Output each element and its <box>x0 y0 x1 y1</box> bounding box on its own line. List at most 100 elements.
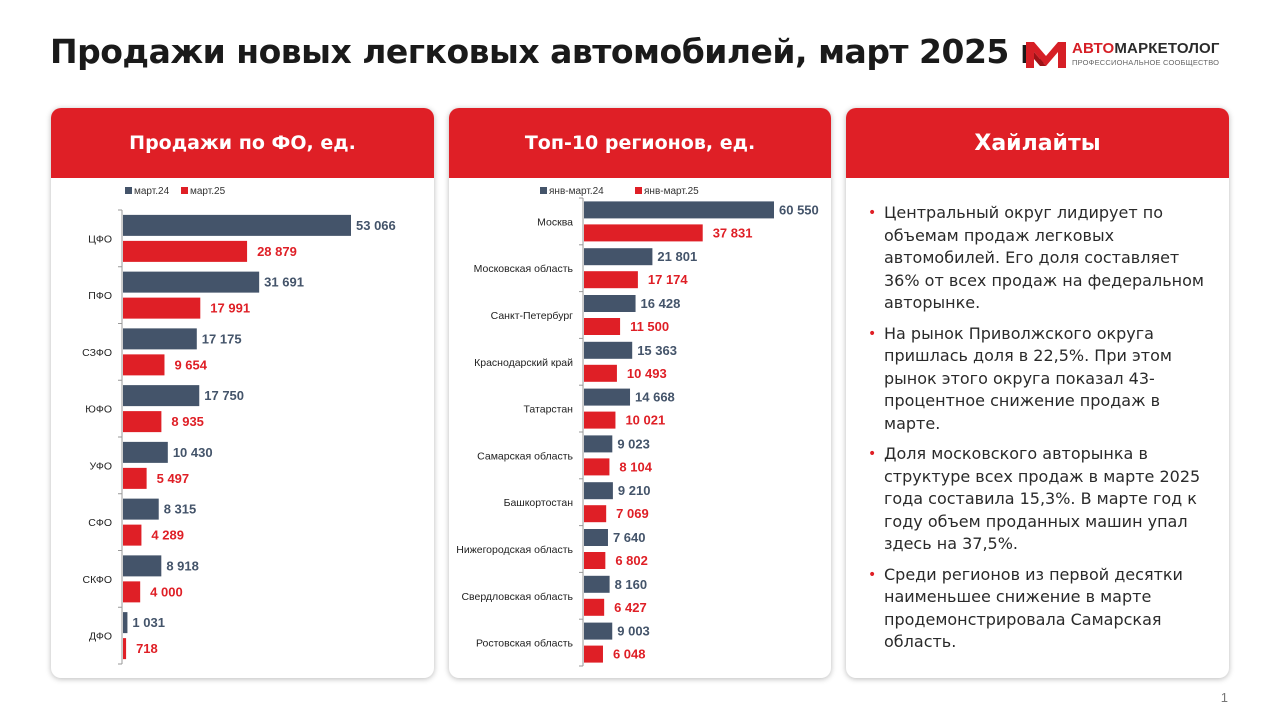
category-label: ЮФО <box>85 404 112 416</box>
legend-label-0: янв-март.24 <box>549 186 604 197</box>
data-label: 16 428 <box>641 296 681 311</box>
data-label: 7 069 <box>616 506 649 521</box>
data-label: 17 174 <box>648 272 689 287</box>
bar-prev <box>584 201 774 219</box>
legend-swatch-0 <box>125 187 132 194</box>
category-label: УФО <box>90 460 112 472</box>
data-label: 718 <box>136 641 158 656</box>
bar-curr <box>584 505 607 523</box>
bar-prev <box>584 622 613 640</box>
bar-prev <box>123 441 168 463</box>
data-label: 8 104 <box>619 459 652 474</box>
data-label: 21 801 <box>657 249 697 264</box>
category-label: ЦФО <box>88 233 112 245</box>
bar-curr <box>584 411 616 429</box>
category-label: Москва <box>537 216 573 228</box>
category-label: ПФО <box>88 290 112 302</box>
data-label: 9 003 <box>617 624 650 639</box>
category-label: Московская область <box>474 263 574 275</box>
logo-brand-dark: МАРКЕТОЛОГ <box>1114 40 1220 57</box>
category-label: Свердловская область <box>461 591 573 603</box>
category-label: Татарстан <box>523 404 573 416</box>
bullet-icon: • <box>868 205 877 221</box>
bar-curr <box>584 318 621 335</box>
category-label: СЗФО <box>82 347 112 359</box>
legend-label-0: март.24 <box>134 186 170 197</box>
highlight-text: Среди регионов из первой десятки наимень… <box>884 564 1183 652</box>
data-label: 6 802 <box>615 553 648 568</box>
data-label: 17 750 <box>204 388 244 403</box>
bar-prev <box>584 295 636 312</box>
category-label: ДФО <box>89 631 112 643</box>
logo-m-icon <box>1026 42 1066 68</box>
legend-swatch-1 <box>181 187 188 194</box>
bar-prev <box>584 388 631 406</box>
data-label: 6 427 <box>614 600 647 615</box>
bar-curr <box>123 411 162 433</box>
data-label: 15 363 <box>637 343 677 358</box>
bar-prev <box>123 328 197 350</box>
legend-swatch-0 <box>540 187 547 194</box>
bar-prev <box>584 482 613 500</box>
highlights-list: • Центральный округ лидирует по объемам п… <box>868 202 1213 662</box>
data-label: 9 023 <box>617 436 650 451</box>
highlight-text: Доля московского авторынка в структуре в… <box>884 444 1201 553</box>
top-regions-chart: янв-март.24 янв-март.25 Москва 60 550 37 831… <box>456 186 819 667</box>
bar-prev <box>584 529 608 546</box>
category-label: Нижегородская область <box>456 544 573 556</box>
bar-curr <box>123 581 141 603</box>
data-label: 10 021 <box>625 413 665 428</box>
data-label: 4 000 <box>150 584 183 599</box>
data-label: 37 831 <box>713 225 753 240</box>
bar-curr <box>123 524 142 546</box>
panel-fo-sales: Продажи по ФО, ед. март.24 март.25 ЦФО 53 0… <box>51 108 434 678</box>
category-label: Санкт-Петербург <box>491 310 574 322</box>
bar-curr <box>584 364 617 382</box>
legend-swatch-1 <box>635 187 642 194</box>
bar-curr <box>123 240 248 262</box>
bar-curr <box>584 598 605 616</box>
page-number: 1 <box>1220 690 1228 705</box>
bar-prev <box>123 555 162 577</box>
data-label: 10 430 <box>173 445 213 460</box>
bar-curr <box>123 354 165 376</box>
bar-curr <box>584 458 610 476</box>
data-label: 53 066 <box>356 218 396 233</box>
bar-prev <box>584 341 633 359</box>
data-label: 7 640 <box>613 530 646 545</box>
category-label: Башкортостан <box>504 497 574 509</box>
category-label: СКФО <box>83 574 113 586</box>
data-label: 10 493 <box>627 366 667 381</box>
bar-curr <box>584 271 638 289</box>
data-label: 14 668 <box>635 390 675 405</box>
bar-prev <box>584 435 613 453</box>
panel-header: Хайлайты <box>846 108 1229 178</box>
bar-curr <box>584 552 606 569</box>
bar-prev <box>123 612 128 634</box>
highlight-item: • Центральный округ лидирует по объемам п… <box>868 202 1213 315</box>
bar-curr <box>584 645 603 663</box>
data-label: 17 991 <box>210 301 250 316</box>
category-label: Краснодарский край <box>474 357 573 369</box>
panel-header: Топ-10 регионов, ед. <box>449 108 831 178</box>
highlight-item: • На рынок Приволжского округа пришлась д… <box>868 323 1213 436</box>
data-label: 8 315 <box>164 502 197 517</box>
bar-curr <box>123 297 201 319</box>
page-title: Продажи новых легковых автомобилей, март… <box>50 32 1049 71</box>
highlight-item: • Доля московского авторынка в структуре … <box>868 443 1213 556</box>
bar-curr <box>123 467 147 489</box>
data-label: 28 879 <box>257 244 297 259</box>
data-label: 1 031 <box>132 615 165 630</box>
panel-highlights: Хайлайты • Центральный округ лидирует по … <box>846 108 1229 678</box>
highlight-item: • Среди регионов из первой десятки наимен… <box>868 564 1213 654</box>
data-label: 6 048 <box>613 647 646 662</box>
legend-label-1: март.25 <box>190 186 226 197</box>
bar-curr <box>123 638 127 660</box>
data-label: 9 654 <box>174 357 207 372</box>
bar-prev <box>123 498 159 520</box>
legend-label-1: янв-март.25 <box>644 186 699 197</box>
data-label: 8 160 <box>615 577 648 592</box>
data-label: 9 210 <box>618 483 651 498</box>
bar-prev <box>123 385 200 407</box>
bar-prev <box>123 271 260 293</box>
